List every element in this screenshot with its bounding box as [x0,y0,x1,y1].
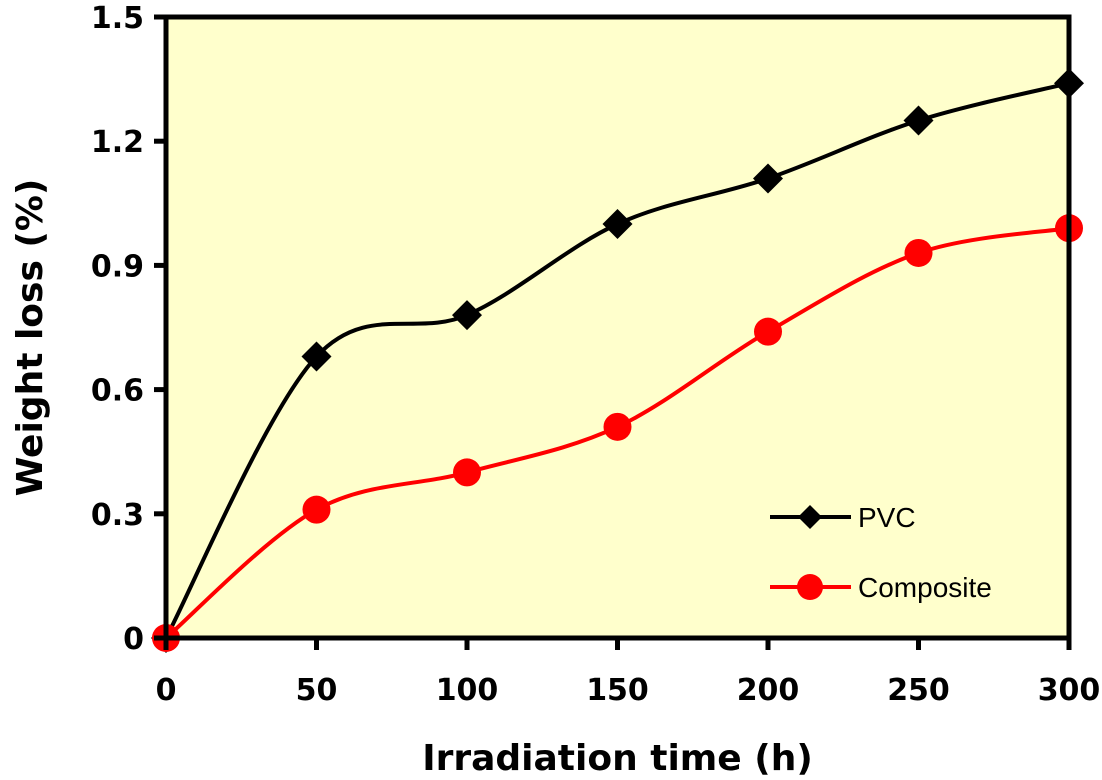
x-axis-title: Irradiation time (h) [422,738,813,779]
data-point-pvc [602,209,633,239]
x-tick-label: 50 [296,673,338,708]
legend-item-composite: Composite [770,572,992,603]
y-tick-label: 1.2 [91,125,144,160]
legend: PVC Composite [770,502,992,603]
x-tick-label: 100 [436,673,499,708]
data-point-pvc [301,341,332,372]
legend-label-composite: Composite [858,572,992,603]
legend-label-pvc: PVC [858,502,916,533]
x-tick-label: 300 [1038,673,1101,708]
x-tick-label: 250 [887,673,950,708]
data-point-composite [603,412,632,441]
data-point-pvc [452,300,482,331]
data-point-pvc [903,105,934,136]
data-point-pvc [753,163,783,194]
y-tick-label: 0.3 [91,498,144,533]
data-point-composite [453,458,481,487]
data-point-composite [754,317,782,346]
y-tick-label: 0 [123,622,144,657]
legend-item-pvc: PVC [770,502,916,533]
legend-marker-pvc [798,505,822,529]
y-tick-label: 0.6 [91,374,144,409]
x-tick-label: 0 [156,673,177,708]
x-tick-label: 200 [737,673,800,708]
legend-marker-composite [797,574,823,600]
data-point-composite [904,238,933,267]
x-tick-label: 150 [586,673,649,708]
plot-area [166,17,1069,638]
y-tick-label: 0.9 [91,249,144,284]
y-tick-label: 1.5 [91,1,144,36]
data-point-composite [302,495,331,524]
y-axis-title: Weight loss (%) [10,179,51,497]
